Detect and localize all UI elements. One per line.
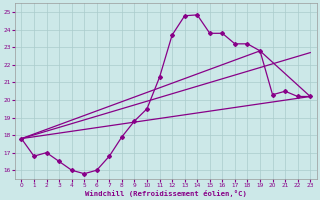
X-axis label: Windchill (Refroidissement éolien,°C): Windchill (Refroidissement éolien,°C)	[85, 190, 247, 197]
